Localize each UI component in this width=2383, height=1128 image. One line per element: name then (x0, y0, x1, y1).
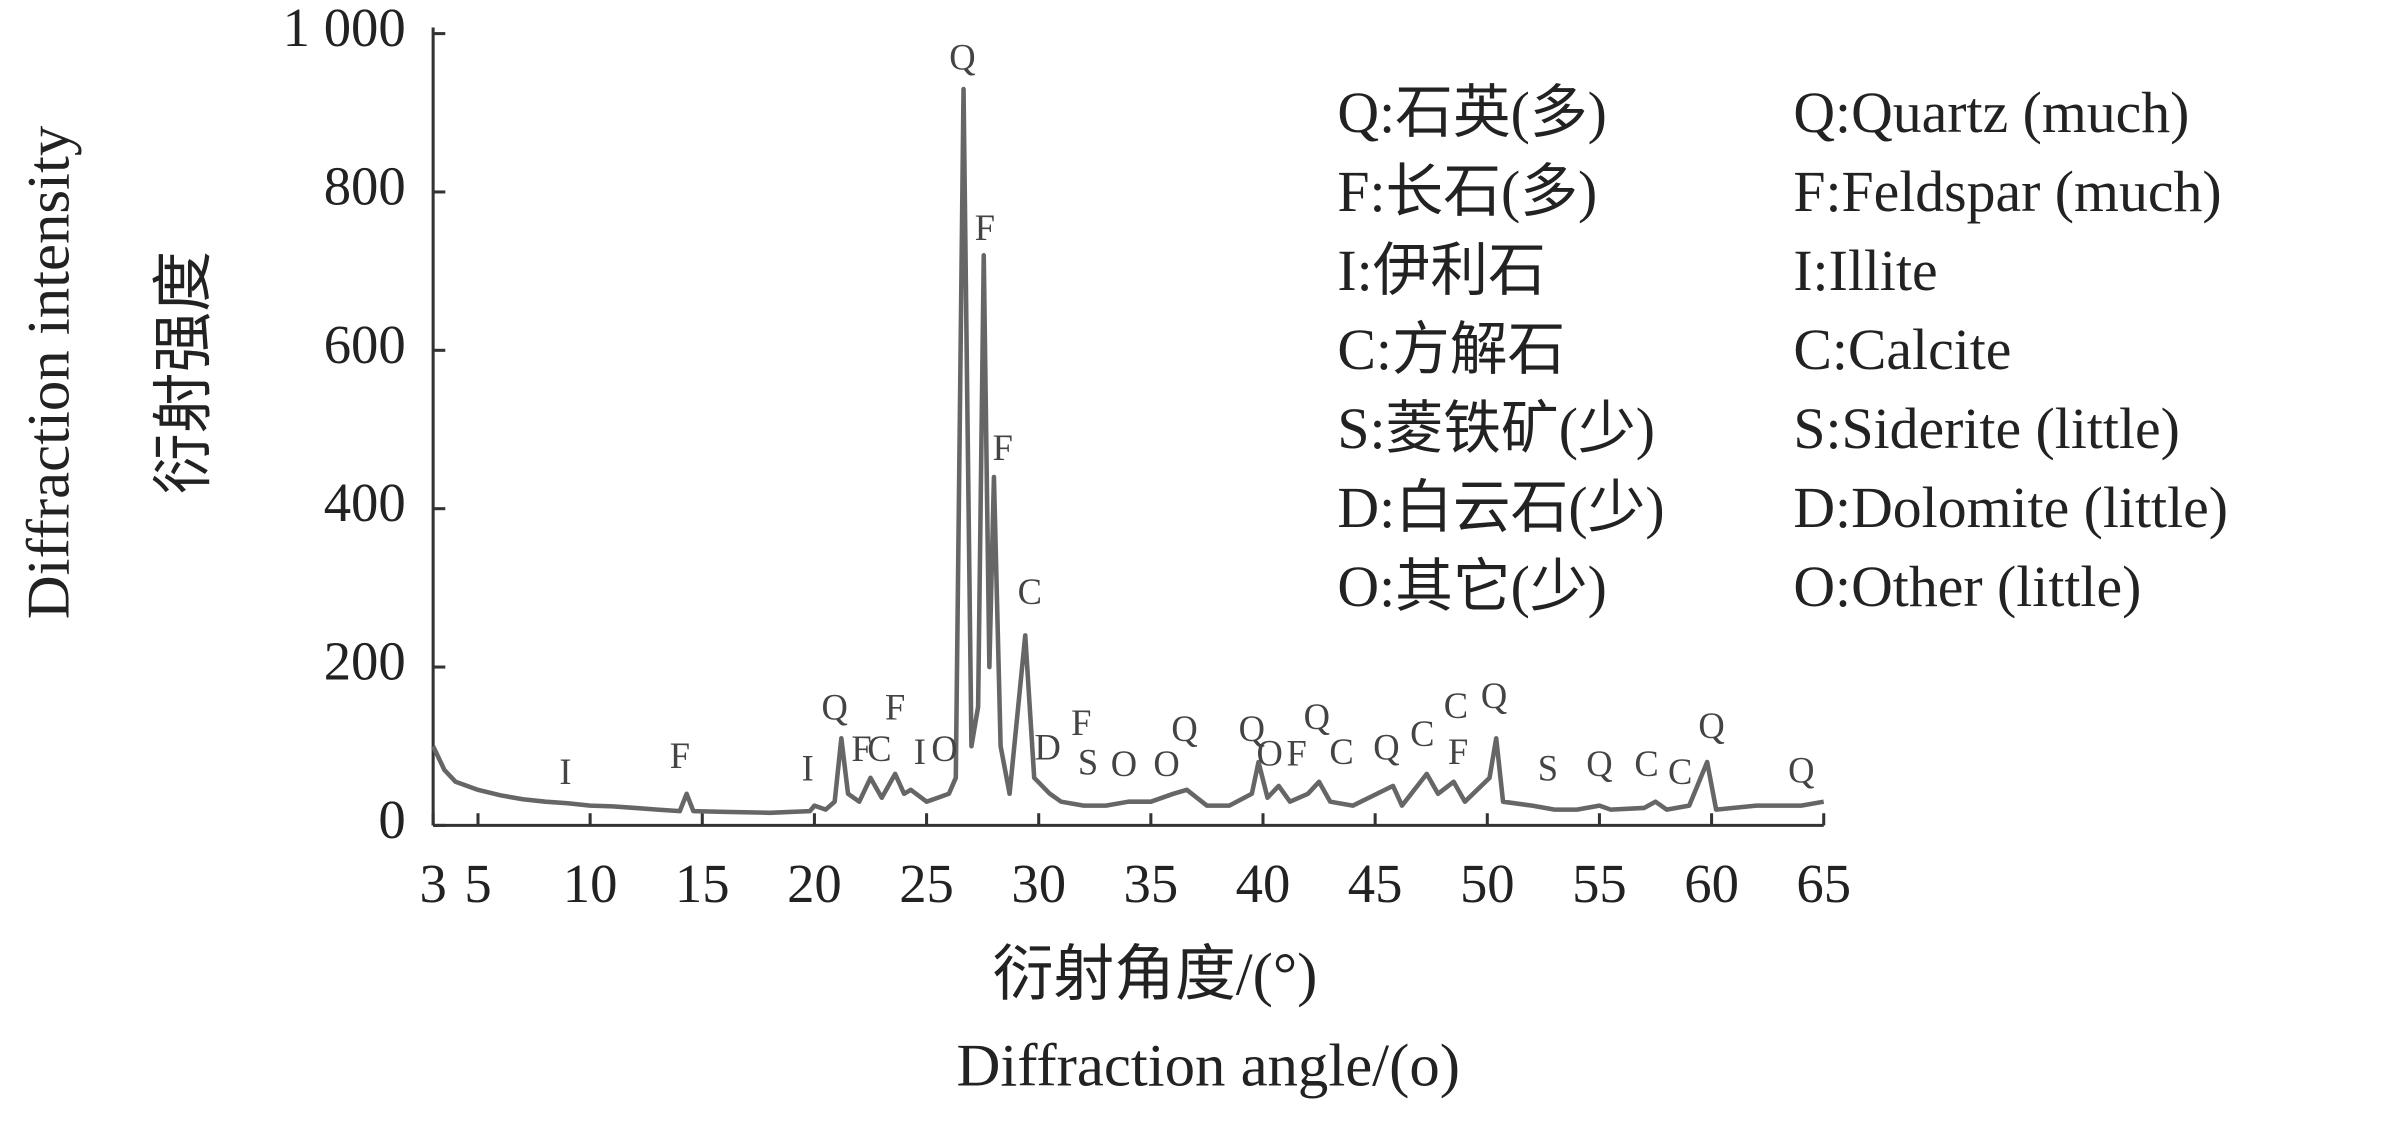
peak-label: S (1078, 742, 1098, 782)
y-tick-label: 600 (324, 314, 406, 375)
legend-cn: D:白云石(少) (1337, 477, 1664, 540)
peak-label: F (1071, 703, 1091, 743)
legend-cn: F:长石(多) (1337, 161, 1597, 224)
y-tick-label: 1 000 (283, 0, 406, 58)
peak-label: C (1410, 714, 1434, 754)
y-tick-label: 200 (324, 631, 406, 692)
legend-cn: Q:石英(多) (1337, 82, 1606, 145)
peak-label: Q (1698, 706, 1724, 746)
peak-label: F (1286, 734, 1306, 774)
peak-label: F (1448, 732, 1468, 772)
x-tick-label: 60 (1684, 853, 1739, 914)
peak-label: C (1018, 572, 1042, 612)
peak-label: C (1329, 732, 1353, 772)
peak-label: C (1634, 744, 1658, 784)
legend-cn: S:菱铁矿(少) (1337, 398, 1655, 461)
peak-label: Q (1239, 709, 1265, 749)
legend-en: F:Feldspar (much) (1793, 161, 2221, 224)
x-tick-label: 40 (1236, 853, 1291, 914)
legend-en: D:Dolomite (little) (1793, 477, 2228, 540)
peak-label: Q (1171, 709, 1197, 749)
peak-label: I (914, 732, 926, 772)
x-axis-title: Diffraction angle/(o) (956, 1033, 1460, 1100)
x-tick-label: 50 (1460, 853, 1515, 914)
peak-label: Q (949, 38, 975, 78)
peak-label: O (1111, 744, 1137, 784)
x-tick-label: 30 (1011, 853, 1066, 914)
x-tick-label: 65 (1796, 853, 1851, 914)
peak-label: Q (821, 688, 847, 728)
peak-label: F (670, 736, 690, 776)
peak-label: F (885, 688, 905, 728)
peak-label: D (1035, 727, 1061, 767)
peak-label: Q (1481, 676, 1507, 716)
peak-label: S (1538, 749, 1558, 789)
peak-label: F (993, 428, 1013, 468)
peak-label: O (1257, 734, 1283, 774)
legend-en: C:Calcite (1793, 319, 2011, 382)
y-tick-label: 0 (378, 789, 405, 850)
legend-en: Q:Quartz (much) (1793, 82, 2189, 145)
x-tick-label: 45 (1348, 853, 1403, 914)
peak-label: I (559, 752, 571, 792)
x-tick-label: 20 (787, 853, 842, 914)
x-tick-label: 35 (1124, 853, 1179, 914)
x-tick-label: 55 (1572, 853, 1627, 914)
peak-label: O (1153, 744, 1179, 784)
peak-label: Q (1788, 750, 1814, 790)
legend-en: O:Other (little) (1793, 556, 2141, 619)
peak-label: Q (1304, 697, 1330, 737)
diffraction-line (431, 86, 1825, 816)
legend-cn: I:伊利石 (1337, 240, 1546, 303)
peak-label: C (1668, 752, 1692, 792)
x-axis-title-cn: 衍射角度/(°) (993, 941, 1318, 1008)
x-tick-label: 25 (899, 853, 954, 914)
y-tick-label: 400 (324, 472, 406, 533)
x-tick-label: 15 (675, 853, 730, 914)
y-axis-title: Diffraction intensity (16, 125, 83, 619)
peak-label: C (1444, 686, 1468, 726)
peak-label: Q (1586, 744, 1612, 784)
x-tick-label: 3 (419, 853, 446, 914)
peak-label: O (931, 729, 957, 769)
peak-label: C (867, 729, 891, 769)
peak-label: I (802, 749, 814, 789)
legend-cn: C:方解石 (1337, 319, 1565, 382)
x-tick-label: 10 (563, 853, 618, 914)
peak-label: F (851, 729, 871, 769)
peak-label: F (975, 208, 995, 248)
x-tick-label: 5 (464, 853, 491, 914)
peak-label: Q (1373, 727, 1399, 767)
y-axis-title-cn: 衍射强度 (151, 251, 218, 494)
legend-cn: O:其它(少) (1337, 556, 1606, 619)
legend-en: I:Illite (1793, 240, 1937, 303)
y-tick-label: 800 (324, 156, 406, 217)
legend-en: S:Siderite (little) (1793, 398, 2180, 461)
